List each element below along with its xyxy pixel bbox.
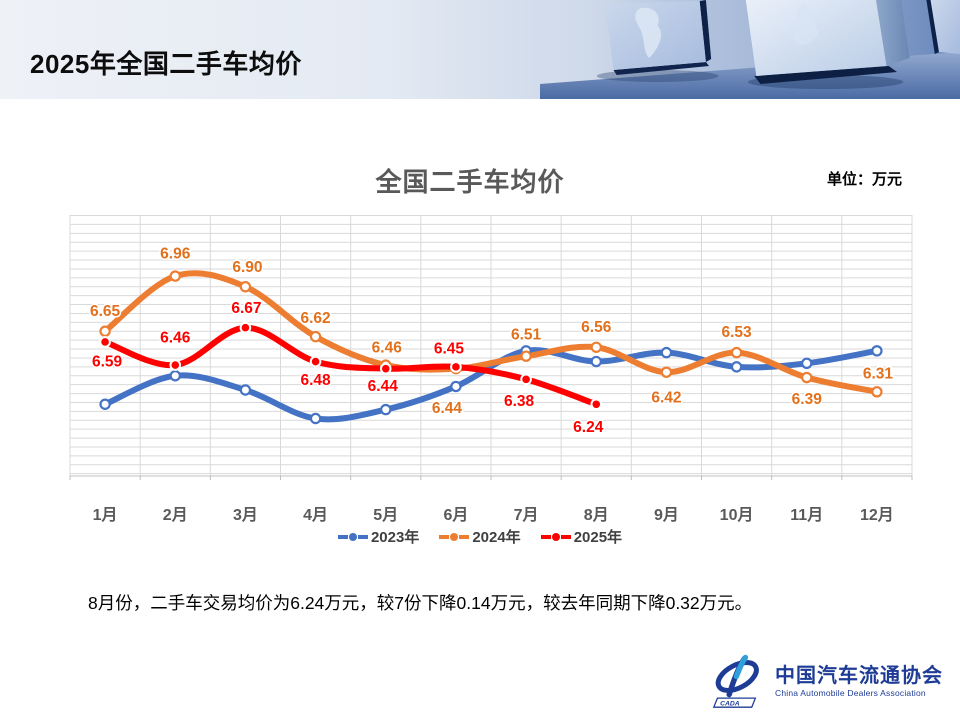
data-point-marker <box>309 412 322 425</box>
org-name-cn: 中国汽车流通协会 <box>775 664 943 687</box>
data-point-marker <box>169 270 181 282</box>
chart-legend: 2023年 2024年 2025年 <box>0 526 960 547</box>
x-axis <box>69 475 913 480</box>
data-label: 6.62 <box>300 310 330 327</box>
data-label: 6.96 <box>160 246 191 263</box>
x-axis-label: 1月 <box>93 506 118 524</box>
data-labels-2024年: 6.65 6.96 6.90 6.62 6.46 6.44 6.51 6.56 6.42 6.53… <box>88 244 894 419</box>
cada-acronym: CADA <box>720 700 740 707</box>
x-axis-label: 8月 <box>584 506 609 524</box>
data-point-marker <box>309 330 322 343</box>
data-label: 6.24 <box>573 419 604 436</box>
data-label: 6.46 <box>160 330 191 347</box>
data-label: 6.46 <box>372 340 403 357</box>
data-label: 6.53 <box>721 324 752 341</box>
data-labels-2025年: 6.59 6.46 6.67 6.48 6.44 6.45 6.38 6.24 <box>90 299 605 438</box>
unit-label: 单位：万元 <box>826 171 902 188</box>
series-markers-2025年 <box>99 321 603 411</box>
x-axis-label: 12月 <box>860 506 894 524</box>
x-axis-label: 11月 <box>790 506 823 524</box>
legend-item-2025年: 2025年 <box>540 526 623 547</box>
legend-line-marker-icon <box>540 532 571 541</box>
data-point-marker <box>99 325 111 337</box>
data-point-marker <box>99 336 111 348</box>
legend-label: 2023年 <box>370 529 420 546</box>
data-label: 6.45 <box>434 340 465 357</box>
x-axis-label: 2月 <box>163 506 188 524</box>
data-label: 6.51 <box>511 327 542 344</box>
data-point-marker <box>871 345 883 357</box>
world-cubes-image <box>540 0 960 99</box>
data-label: 6.42 <box>651 390 681 407</box>
data-point-marker <box>730 361 743 373</box>
data-point-marker <box>520 373 532 386</box>
gridlines <box>69 215 913 476</box>
data-point-marker <box>450 361 462 373</box>
data-point-marker <box>801 371 813 384</box>
data-point-marker <box>380 403 392 416</box>
data-label: 6.48 <box>300 372 331 389</box>
data-label: 6.39 <box>792 391 823 408</box>
x-axis-label: 5月 <box>373 506 398 524</box>
data-point-marker <box>239 281 252 293</box>
legend-line-marker-icon <box>337 532 368 541</box>
org-name-en: China Automobile Dealers Association <box>775 687 926 698</box>
series-line-2025年 <box>102 324 600 408</box>
data-point-marker <box>660 366 673 378</box>
data-point-marker <box>450 380 462 393</box>
x-axis-label: 10月 <box>720 506 754 524</box>
legend-line-marker-icon <box>439 532 470 541</box>
data-point-marker <box>660 346 673 359</box>
x-axis-label: 4月 <box>303 506 328 524</box>
header-band: 2025年全国二手车均价 <box>0 0 960 99</box>
data-point-marker <box>801 357 813 370</box>
series-markers-2023年 <box>99 345 883 425</box>
x-axis-labels: 1月 2月 3月 4月 5月 6月 7月 8月 9月 10月 11月 12月 <box>93 506 894 524</box>
data-label: 6.44 <box>432 400 463 417</box>
legend-label: 2025年 <box>573 529 623 546</box>
data-label: 6.65 <box>90 303 121 320</box>
header-title: 2025年全国二手车均价 <box>30 49 302 79</box>
data-label: 6.90 <box>232 259 262 276</box>
data-point-marker <box>590 341 602 353</box>
x-axis-label: 7月 <box>514 506 539 524</box>
data-point-marker <box>590 355 602 368</box>
data-point-marker <box>520 350 532 362</box>
data-point-marker <box>379 362 392 375</box>
data-point-marker <box>730 346 743 359</box>
cada-logo: CADA 中国汽车流通协会 China Automobile Dealers A… <box>712 650 943 712</box>
data-point-marker <box>309 355 322 368</box>
data-point-marker <box>871 386 883 398</box>
x-axis-label: 9月 <box>654 506 679 524</box>
chart-canvas: 6.65 6.96 6.90 6.62 6.46 6.44 6.51 6.56 6.42 6.53… <box>69 215 913 524</box>
series-line-2023年 <box>102 347 880 423</box>
x-axis-label: 6月 <box>443 506 468 524</box>
cada-logo-icon: CADA <box>712 654 759 708</box>
data-label: 6.67 <box>231 300 261 317</box>
data-point-marker <box>239 384 252 396</box>
legend-item-2023年: 2023年 <box>337 526 420 547</box>
data-point-marker <box>99 398 111 410</box>
data-point-marker <box>239 321 252 334</box>
data-label: 6.31 <box>863 365 894 382</box>
summary-text: 8月份，二手车交易均价为6.24万元，较7份下降0.14万元，较去年同期下降0.… <box>88 593 753 613</box>
data-label: 6.38 <box>504 393 535 410</box>
legend-item-2024年: 2024年 <box>439 526 521 547</box>
data-point-marker <box>169 359 182 371</box>
data-point-marker <box>169 370 181 382</box>
x-axis-label: 3月 <box>233 506 258 524</box>
legend-label: 2024年 <box>472 529 521 546</box>
data-point-marker <box>590 398 603 411</box>
chart-title: 全国二手车均价 <box>375 167 565 197</box>
data-label: 6.56 <box>581 319 612 336</box>
data-label: 6.59 <box>92 353 123 370</box>
data-label: 6.44 <box>368 378 399 395</box>
